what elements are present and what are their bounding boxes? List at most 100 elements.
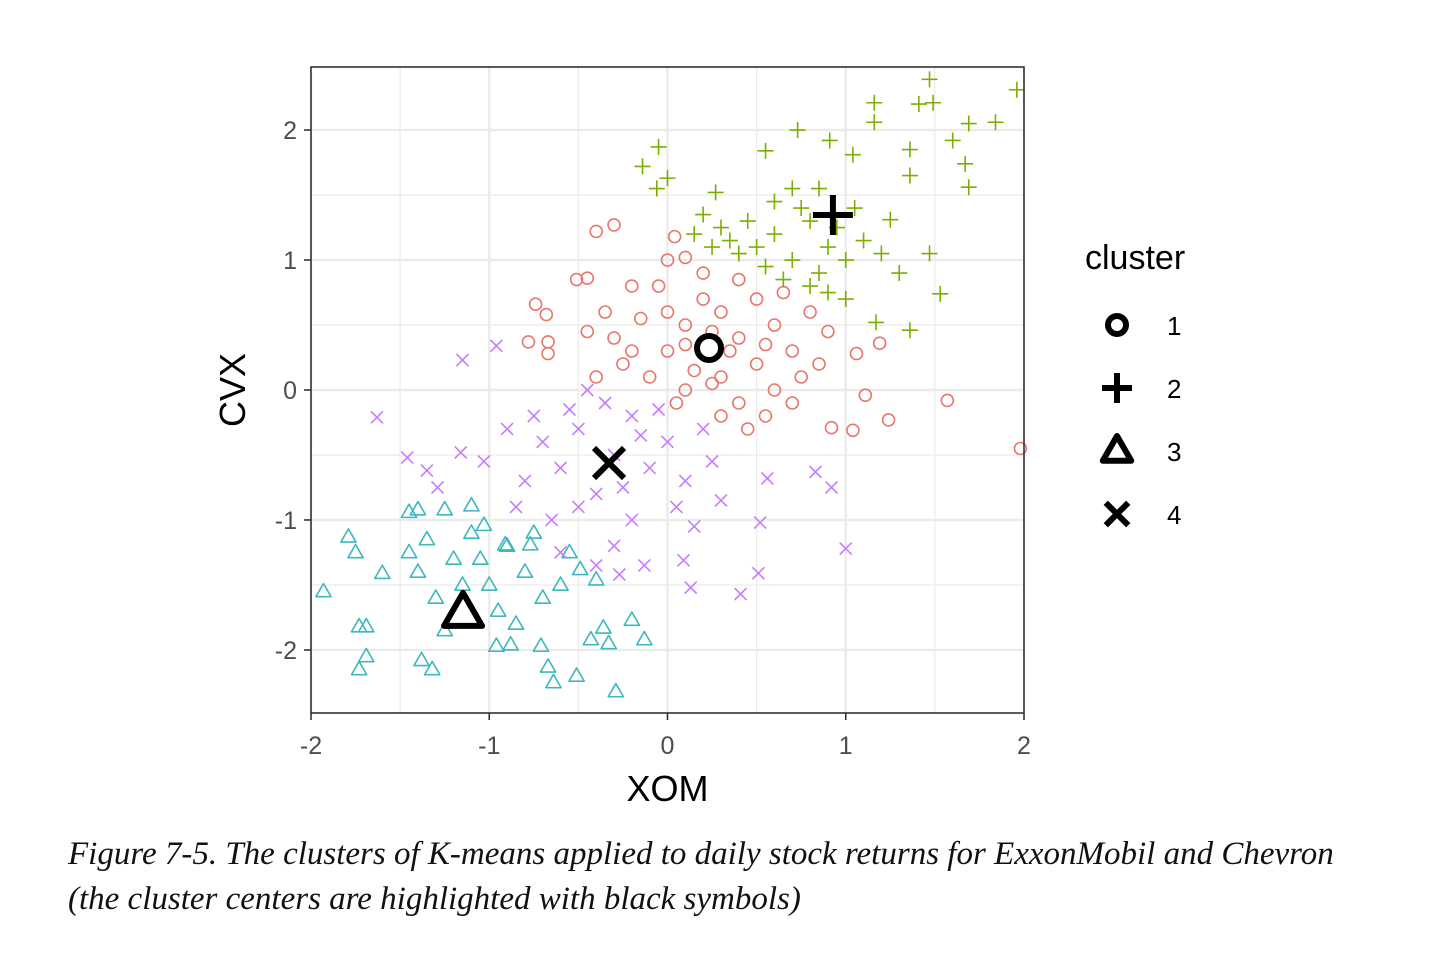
cluster-1-point [940, 393, 955, 408]
cluster-1-point [625, 344, 639, 358]
cluster-1-point [678, 383, 693, 397]
cluster-3-point [475, 516, 493, 532]
cluster-4-point [562, 402, 577, 417]
cluster-2-point [748, 239, 765, 256]
cluster-3-point [347, 543, 364, 559]
cluster-2-point [901, 322, 918, 339]
cluster-1-point [580, 271, 595, 286]
data-points [315, 71, 1028, 698]
cluster-4-center [591, 445, 627, 481]
cluster-3-point [409, 500, 427, 516]
cluster-2-point [844, 146, 861, 163]
cluster-4-point [808, 465, 823, 479]
cluster-1-point [528, 297, 543, 312]
cluster-1-point [660, 305, 675, 319]
cluster-1-point [749, 292, 764, 306]
cluster-4-point [571, 422, 585, 436]
x-axis-title: XOM [626, 768, 708, 809]
cluster-1-point [849, 346, 864, 361]
cluster-2-point [891, 265, 908, 282]
cluster-1-point [858, 388, 873, 402]
cluster-1-point [589, 370, 604, 384]
cluster-4-point [753, 516, 767, 530]
cluster-3-point [373, 564, 391, 580]
cluster-2-point [873, 245, 890, 262]
cluster-1-point [580, 324, 595, 339]
cluster-3-point [350, 660, 368, 676]
cluster-1-point [660, 253, 675, 267]
cluster-3-point [357, 647, 375, 663]
cluster-3-point [418, 530, 436, 546]
cluster-2-point [686, 226, 703, 243]
cluster-4-point [420, 464, 434, 478]
cluster-2-point [921, 71, 938, 88]
cluster-1-point [705, 376, 719, 391]
cluster-4-point [430, 480, 445, 495]
x-tick-label: 1 [839, 732, 853, 760]
legend-key-2-icon [1102, 373, 1132, 403]
cluster-4-point [536, 435, 550, 449]
cluster-3-point [571, 560, 589, 576]
cluster-2-point [707, 184, 724, 201]
cluster-3-point [436, 500, 454, 516]
cluster-4-point [643, 461, 657, 475]
cluster-2-point [868, 314, 885, 331]
cluster-1-point [785, 344, 800, 358]
cluster-2-point [910, 96, 927, 113]
y-tick-label: 0 [283, 377, 297, 405]
cluster-1-point [714, 370, 728, 384]
cluster-1-point [521, 335, 536, 349]
cluster-1-point [846, 423, 860, 438]
cluster-4-point [678, 474, 692, 488]
cluster-2-point [793, 200, 810, 217]
cluster-1-point [669, 396, 684, 410]
cluster-1-point [758, 337, 773, 352]
cluster-3-point [532, 637, 550, 653]
cluster-3-point [480, 576, 498, 591]
cluster-1-point [678, 337, 693, 352]
legend-label: 3 [1167, 437, 1181, 467]
cluster-4-point [598, 396, 612, 410]
cluster-1-point [642, 370, 657, 384]
cluster-4-point [607, 539, 621, 553]
cluster-4-point [676, 553, 691, 567]
cluster-4-point [545, 513, 559, 527]
cluster-1-point [767, 383, 782, 397]
cluster-4-point [612, 568, 626, 582]
cluster-3-point [498, 537, 516, 552]
cluster-2-point [784, 252, 801, 269]
cluster-1-point [767, 318, 782, 332]
cluster-3-point [600, 634, 618, 650]
cluster-3-point [463, 524, 480, 539]
cluster-1-point [776, 285, 791, 300]
cluster-3-point [539, 658, 557, 673]
cluster-3-point [623, 611, 641, 627]
cluster-2-point [648, 180, 665, 197]
cluster-1-point [598, 305, 612, 319]
legend-label: 1 [1167, 311, 1181, 341]
cluster-1-point [731, 331, 746, 345]
cluster-2-point [659, 170, 676, 187]
cluster-1-point [539, 307, 554, 322]
cluster-1-point [633, 311, 648, 326]
cluster-1-point [731, 396, 746, 410]
cluster-1-point [541, 346, 555, 361]
cluster-2-point [634, 158, 651, 175]
cluster-3-point [357, 617, 375, 633]
cluster-4-point [400, 451, 414, 465]
cluster-1-point [1013, 441, 1028, 456]
cluster-4-point [687, 519, 701, 534]
cluster-4-point [589, 487, 603, 501]
cluster-4-point [760, 471, 774, 485]
cluster-2-point [846, 200, 863, 217]
cluster-1-point [607, 331, 621, 345]
cluster-1-point [678, 318, 693, 332]
x-tick-label: 2 [1017, 732, 1031, 760]
cluster-1-point [758, 409, 773, 423]
cluster-2-point [821, 132, 838, 149]
cluster-4-point [527, 409, 541, 423]
legend-label: 2 [1167, 374, 1181, 404]
cluster-2-point [1008, 81, 1025, 98]
